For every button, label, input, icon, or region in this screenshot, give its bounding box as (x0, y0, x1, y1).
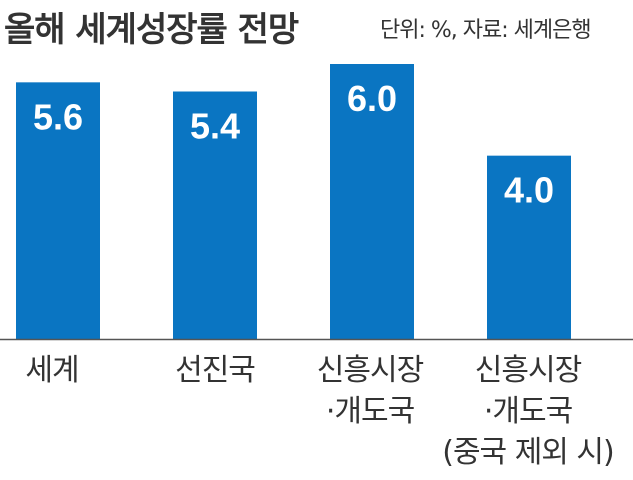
bar-0 (16, 82, 100, 339)
bar-value-label-3: 4.0 (504, 170, 554, 211)
category-label-3-line-1: ·개도국 (484, 394, 573, 429)
bar-value-label-1: 5.4 (190, 106, 240, 147)
bar-3 (487, 155, 571, 339)
category-label-3-line-2: (중국 제외 시) (442, 435, 613, 470)
bar-1 (173, 91, 257, 339)
category-label-3-line-0: 신흥시장 (475, 353, 582, 388)
chart-title: 올해 세계성장률 전망 (4, 10, 299, 50)
bar-value-label-0: 5.6 (33, 96, 83, 137)
unit-source-note: 단위: %, 자료: 세계은행 (380, 18, 592, 43)
bar-value-label-2: 6.0 (347, 78, 397, 119)
category-label-0-line-0: 세계 (25, 353, 78, 388)
category-label-1-line-0: 선진국 (175, 353, 255, 388)
category-label-2-line-0: 신흥시장 (317, 353, 424, 388)
category-label-2-line-1: ·개도국 (326, 394, 415, 429)
bar-2 (330, 64, 414, 339)
